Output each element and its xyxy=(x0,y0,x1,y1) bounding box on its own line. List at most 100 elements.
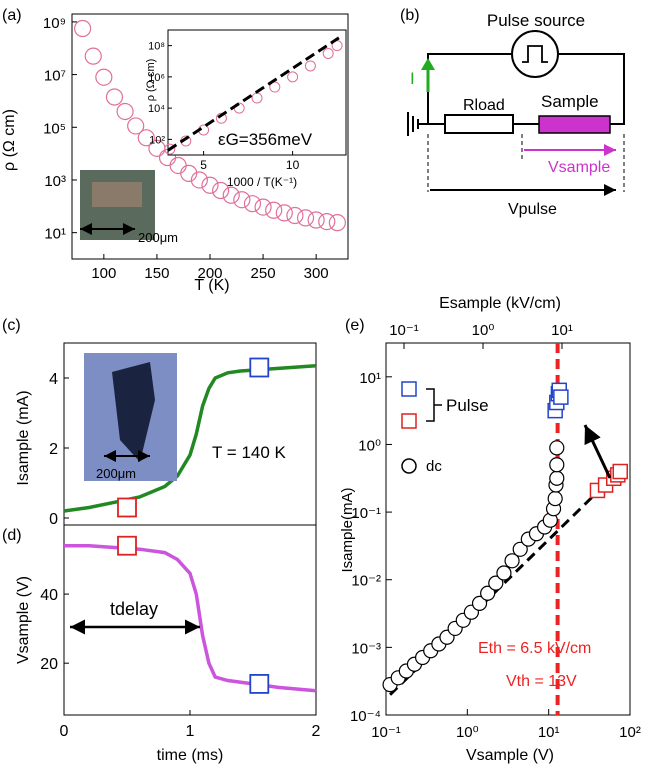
y-tick-label: 10¹ xyxy=(359,370,381,387)
data-point xyxy=(215,112,227,124)
panel-a-xticks: 100 150 200 250 300 xyxy=(91,254,329,282)
panel-a-ylabel: ρ (Ω cm) xyxy=(1,109,18,171)
data-point xyxy=(287,71,299,83)
x-tick-label: 10⁻¹ xyxy=(371,724,401,741)
x-tick-label: 5 xyxy=(200,158,207,172)
panel-a-label: (a) xyxy=(2,7,22,24)
dc-point xyxy=(504,553,520,569)
data-point xyxy=(74,19,92,38)
vsample-label: Vsample xyxy=(548,159,610,176)
pulse-point xyxy=(553,389,569,405)
data-point xyxy=(164,143,176,155)
legend-pulse-blue xyxy=(401,381,417,397)
panel-c-annotation: T = 140 K xyxy=(212,443,287,462)
x-tick-label: 10⁰ xyxy=(456,724,479,741)
panel-a-inset-xlabel: 1000 / T(K⁻¹) xyxy=(227,175,297,189)
data-point xyxy=(95,68,113,86)
panel-a-yticks: 10¹ 10³ 10⁵ 10⁷ 10⁹ xyxy=(43,15,77,243)
panel-e-xticks: 10⁻¹ 10⁰ 10¹ 10² xyxy=(371,709,641,741)
panel-a-scale-label: 200μm xyxy=(138,230,178,245)
dc-point xyxy=(512,541,528,557)
data-point xyxy=(180,164,198,182)
data-point xyxy=(222,186,240,204)
dc-point xyxy=(549,457,565,473)
panel-c-yticks: 0 2 4 xyxy=(49,371,69,528)
x-tick-label: 1 xyxy=(186,723,195,740)
panel-a-inset-ylabel: ρ (Ω cm) xyxy=(145,59,157,102)
panel-c-markers xyxy=(117,357,270,518)
panel-e-top-xticks: 10⁻¹ 10⁰ 10¹ xyxy=(389,322,573,349)
data-point xyxy=(328,214,346,232)
y-tick-label: 10⁻³ xyxy=(351,640,381,657)
x-tick-label: 10² xyxy=(619,724,641,741)
data-point xyxy=(286,206,304,225)
data-point xyxy=(169,156,187,175)
data-point xyxy=(265,201,283,219)
x-tick-label: 0 xyxy=(60,723,69,740)
panel-e-xlabel: Vsample (V) xyxy=(466,747,554,764)
dc-point xyxy=(547,490,563,507)
vpulse-label: Vpulse xyxy=(508,201,557,218)
pulse-source-label: Pulse source xyxy=(487,11,585,30)
dc-point xyxy=(549,470,565,486)
x-tick-label: 10 xyxy=(286,158,300,172)
sample-element xyxy=(538,115,611,134)
sample-label: Sample xyxy=(541,92,599,111)
panel-e-jump-arrow xyxy=(583,424,612,479)
y-tick-label: 2 xyxy=(49,441,58,458)
dc-point xyxy=(549,440,565,456)
x-tick-label: 250 xyxy=(251,265,276,282)
y-tick-label: 10⁷ xyxy=(44,68,66,85)
marker-square xyxy=(117,497,137,518)
data-point xyxy=(84,47,102,65)
data-point xyxy=(243,195,262,213)
data-point xyxy=(254,198,272,216)
data-point xyxy=(269,81,281,93)
tdelay-label: tdelay xyxy=(110,599,158,619)
panel-c-label: (c) xyxy=(2,317,21,334)
top-x-tick-label: 10¹ xyxy=(551,322,573,339)
panel-a-inset-xticks: 5 10 xyxy=(200,151,300,172)
y-tick-label: 10⁰ xyxy=(358,437,381,454)
x-tick-label: 10¹ xyxy=(538,724,560,741)
panel-b-label: (b) xyxy=(400,7,420,24)
y-tick-label: 40 xyxy=(40,587,58,604)
top-x-tick-label: 10⁰ xyxy=(472,322,495,339)
eth-label: Eth = 6.5 kV/cm xyxy=(478,640,591,657)
data-point xyxy=(307,211,325,229)
dc-point xyxy=(480,585,496,601)
panel-a-inset-fit-line xyxy=(167,36,340,152)
data-point xyxy=(190,171,208,189)
data-point xyxy=(212,181,230,200)
panel-e-yticks: 10⁻⁴ 10⁻³ 10⁻² 10⁻¹ 10⁰ 10¹ xyxy=(350,370,392,725)
panel-c-ylabel: Isample (mA) xyxy=(15,390,32,485)
y-tick-label: 10⁵ xyxy=(43,120,66,137)
x-tick-label: 300 xyxy=(304,265,329,282)
y-tick-label: 10⁻² xyxy=(351,573,381,590)
panel-e-ylabel: Isample(mA) xyxy=(339,487,356,572)
circuit xyxy=(407,30,625,136)
panel-a-inset-annotation: εG=356meV xyxy=(218,130,313,149)
y-tick-label: 10⁻⁴ xyxy=(350,708,381,725)
data-point xyxy=(233,191,251,209)
y-tick-label: 10⁶ xyxy=(148,72,165,84)
x-tick-label: 100 xyxy=(91,265,116,282)
data-point xyxy=(322,47,334,59)
panel-e-frame xyxy=(385,342,631,716)
legend-pulse-label: Pulse xyxy=(446,396,489,415)
y-tick-label: 10³ xyxy=(44,173,66,190)
marker-square xyxy=(249,674,270,694)
y-tick-label: 20 xyxy=(40,656,58,673)
data-point xyxy=(116,102,134,121)
y-tick-label: 10⁴ xyxy=(148,103,165,115)
top-x-tick-label: 10⁻¹ xyxy=(389,322,419,339)
vth-label: Vth = 13V xyxy=(506,673,577,690)
panel-e-top-xlabel: Esample (kV/cm) xyxy=(439,295,561,312)
panel-d-ylabel: Vsample (V) xyxy=(15,576,32,664)
panel-c-scale-label: 200μm xyxy=(96,466,136,481)
y-tick-label: 10⁸ xyxy=(148,41,165,53)
marker-square xyxy=(117,535,137,556)
y-tick-label: 10⁻¹ xyxy=(351,505,381,522)
